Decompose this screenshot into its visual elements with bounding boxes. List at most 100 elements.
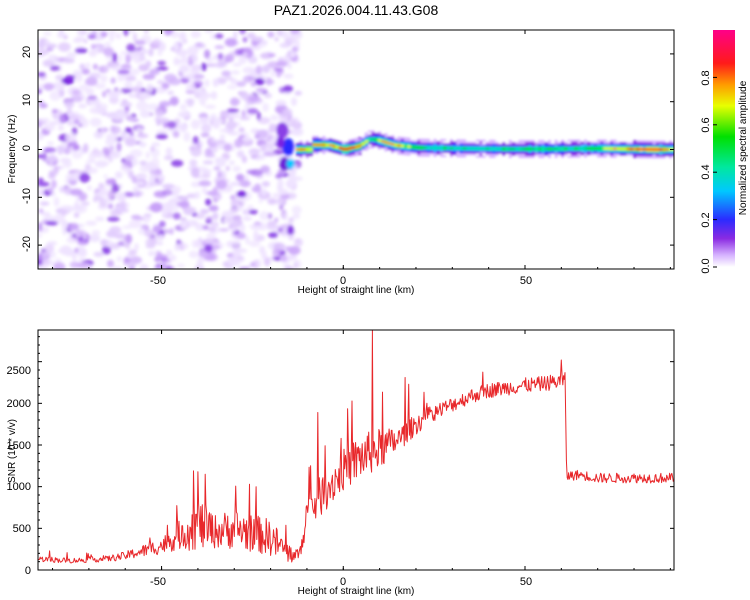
spectrogram-noise-blob xyxy=(259,211,269,221)
spectrogram-noise-blob xyxy=(237,205,243,211)
spectrogram-noise-blob xyxy=(260,143,267,152)
spectrogram-signal-cell xyxy=(498,147,503,151)
spectrogram-noise-blob xyxy=(280,116,289,123)
spectrogram-noise-blob xyxy=(161,82,170,90)
spectrogram-noise-blob xyxy=(89,52,97,58)
spectrogram-noise-blob xyxy=(236,150,245,158)
spectrogram-noise-blob xyxy=(72,38,84,43)
spectrogram-noise-blob xyxy=(276,100,286,106)
spectrogram-noise-blob xyxy=(294,90,303,96)
spectrogram-noise-blob xyxy=(85,76,98,86)
spectrogram-noise-blob xyxy=(105,178,116,185)
spectrogram-noise-blob xyxy=(139,160,148,166)
spectrogram-noise-blob xyxy=(202,225,209,230)
spectrogram-noise-blob xyxy=(222,218,229,223)
spectrogram-noise-blob xyxy=(65,75,76,80)
spectrogram-signal-cell xyxy=(397,144,402,147)
spectrogram-noise-blob xyxy=(87,30,95,35)
spectrogram-noise-blob xyxy=(178,31,187,41)
spectrogram-x-axis-label: Height of straight line (km) xyxy=(298,285,415,296)
spectrogram-signal-cell xyxy=(384,141,388,144)
spectrogram-noise-blob xyxy=(221,210,235,219)
spectrogram-signal-cell xyxy=(606,147,611,150)
spectrogram-noise-blob xyxy=(120,51,129,55)
spectrogram-noise-blob xyxy=(156,80,165,85)
spectrogram-noise-blob xyxy=(177,111,191,118)
spectrogram-noise-blob xyxy=(165,184,173,190)
spectrogram-signal-cell xyxy=(655,148,660,151)
spectrogram-y-tick-label: -20 xyxy=(21,236,33,252)
spectrogram-noise-blob xyxy=(135,127,144,133)
spectrogram-noise-blob xyxy=(108,145,115,150)
spectrogram-noise-blob xyxy=(118,54,123,63)
spectrogram-noise-blob xyxy=(136,100,148,111)
spectrogram-signal-cell xyxy=(410,145,415,149)
spectrogram-signal-cell xyxy=(528,147,532,151)
spectrogram-noise-blob xyxy=(38,233,43,238)
spectrogram-noise-blob xyxy=(218,64,224,68)
spectrogram-signal-cell xyxy=(561,147,565,150)
spectrogram-noise-blob xyxy=(129,256,143,264)
spectrogram-noise-blob xyxy=(38,222,43,232)
spectrogram-signal-cell xyxy=(423,146,428,149)
spectrogram-noise-blob xyxy=(261,76,269,80)
spectrogram-signal-cell xyxy=(508,147,513,151)
spectrogram-signal-cell xyxy=(443,146,447,150)
spectrogram-noise-blob xyxy=(201,62,207,72)
spectrogram-noise-blob xyxy=(253,259,258,269)
spectrogram-noise-blob xyxy=(69,261,80,269)
spectrogram-noise-blob xyxy=(49,151,56,157)
spectrogram-noise-blob xyxy=(225,76,233,81)
spectrogram-noise-blob xyxy=(79,172,91,183)
spectrogram-noise-blob xyxy=(152,174,165,180)
spectrogram-signal-cell xyxy=(485,147,490,150)
snr-y-tick-label: 1000 xyxy=(7,481,31,493)
spectrogram-noise-blob xyxy=(202,171,211,179)
spectrogram-noise-blob xyxy=(190,167,200,178)
spectrogram-noise-blob xyxy=(224,54,235,63)
spectrogram-noise-blob xyxy=(154,168,162,177)
spectrogram-noise-blob xyxy=(83,39,88,44)
spectrogram-signal-cell xyxy=(567,147,572,150)
spectrogram-noise-blob xyxy=(138,174,148,179)
spectrogram-noise-blob xyxy=(183,206,195,216)
spectrogram-noise-blob xyxy=(38,181,50,187)
spectrogram-noise-blob xyxy=(124,137,137,147)
spectrogram-signal-cell xyxy=(518,147,523,151)
spectrogram-noise-blob xyxy=(287,62,292,70)
spectrogram-noise-blob xyxy=(268,53,276,57)
spectrogram-noise-blob xyxy=(242,216,252,221)
spectrogram-signal-cell xyxy=(597,147,601,150)
spectrogram-noise-blob xyxy=(109,150,121,159)
spectrogram-signal-cell xyxy=(440,146,444,150)
spectrogram-noise-blob xyxy=(38,100,44,107)
spectrogram-noise-blob xyxy=(46,141,54,146)
spectrogram-noise-blob xyxy=(149,181,158,187)
spectrogram-noise-blob xyxy=(190,30,201,39)
spectrogram-noise-blob xyxy=(109,32,114,42)
spectrogram-noise-blob xyxy=(239,30,246,35)
spectrogram-noise-blob xyxy=(139,109,151,118)
snr-x-tick-label: 50 xyxy=(520,576,532,588)
spectrogram-signal-cell xyxy=(652,148,657,151)
spectrogram-signal-cell xyxy=(593,147,598,150)
spectrogram-noise-blob xyxy=(217,170,222,179)
spectrogram-noise-blob xyxy=(248,57,258,64)
spectrogram-noise-blob xyxy=(133,86,141,93)
spectrogram-noise-blob xyxy=(120,64,132,69)
spectrogram-noise-blob xyxy=(195,213,206,219)
spectrogram-noise-blob xyxy=(111,126,121,134)
spectrogram-noise-blob xyxy=(292,46,299,52)
spectrogram-noise-blob xyxy=(92,63,98,70)
spectrogram-signal-cell xyxy=(351,146,356,149)
spectrogram-onset-blob xyxy=(276,136,285,149)
spectrogram-noise-blob xyxy=(228,262,241,267)
spectrogram-noise-blob xyxy=(51,179,57,189)
spectrogram-noise-blob xyxy=(134,39,146,46)
spectrogram-noise-blob xyxy=(106,230,118,238)
spectrogram-noise-blob xyxy=(66,104,72,114)
spectrogram-noise-blob xyxy=(225,165,230,171)
spectrogram-noise-blob xyxy=(107,90,120,98)
spectrogram-noise-blob xyxy=(214,119,224,124)
spectrogram-signal-cell xyxy=(400,144,405,148)
